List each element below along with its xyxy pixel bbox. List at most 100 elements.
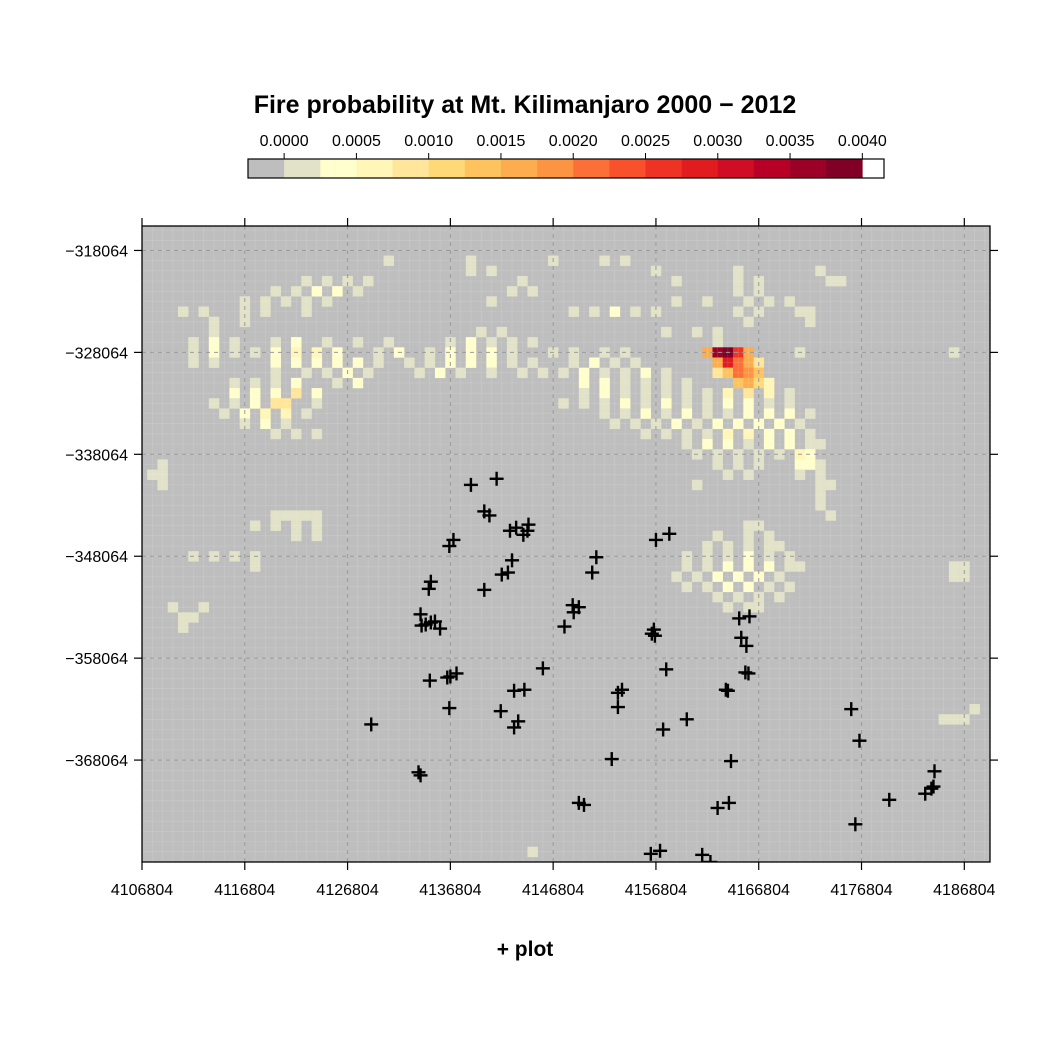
plot-point — [414, 618, 429, 633]
raster-cell — [743, 428, 754, 440]
raster-cell — [568, 357, 580, 368]
x-axis-label: + plot — [497, 938, 554, 961]
plot-point — [364, 717, 379, 732]
color-key-swatch — [356, 159, 393, 178]
raster-cell — [434, 367, 446, 379]
raster-cell — [486, 337, 497, 348]
raster-cell — [774, 591, 785, 603]
color-key-swatch — [609, 159, 646, 178]
raster-cell — [743, 540, 754, 552]
raster-cell — [568, 306, 580, 317]
raster-cell — [280, 418, 292, 430]
raster-cell — [815, 500, 826, 511]
raster-cell — [702, 551, 713, 562]
y-tick-label: −328064 — [65, 345, 128, 362]
raster-cell — [702, 581, 713, 593]
raster-cell — [311, 286, 323, 297]
color-key-tick-label: 0.0000 — [260, 133, 309, 150]
raster-cell — [619, 367, 631, 379]
plot-point — [421, 581, 436, 596]
raster-cell — [362, 367, 374, 379]
color-key-tick-label: 0.0010 — [404, 133, 453, 150]
raster-cell — [599, 347, 610, 358]
plot-point — [422, 673, 437, 688]
color-key-swatch — [681, 159, 719, 178]
raster-cell — [743, 551, 754, 562]
raster-cell — [671, 571, 682, 582]
raster-cell — [260, 296, 271, 307]
plot-point — [615, 682, 630, 697]
raster-cell — [784, 408, 795, 419]
raster-cell — [270, 337, 281, 348]
raster-cell — [815, 469, 826, 480]
x-tick-label: 4176804 — [830, 882, 892, 899]
plot-points — [364, 471, 942, 862]
x-tick-label: 4136804 — [419, 882, 481, 899]
raster-cell — [486, 367, 497, 379]
raster-cell — [691, 479, 703, 491]
raster-cell — [784, 296, 795, 307]
raster-cell — [743, 398, 754, 409]
color-key-swatch — [573, 159, 610, 178]
plot-point — [742, 609, 757, 624]
raster-cell — [270, 510, 281, 521]
raster-cell — [681, 581, 693, 593]
plot-point — [500, 565, 515, 580]
raster-cell — [743, 602, 754, 613]
raster-cell — [661, 367, 672, 379]
raster-cell — [763, 540, 775, 552]
raster-cell — [188, 612, 199, 623]
raster-cell — [722, 561, 734, 572]
raster-cell — [229, 551, 240, 562]
raster-cell — [774, 540, 785, 552]
plot-point — [604, 752, 619, 767]
raster-cell — [753, 377, 765, 389]
raster-cell — [383, 337, 395, 348]
raster-cell — [147, 469, 158, 480]
plot-point — [844, 702, 859, 717]
raster-cell — [671, 418, 682, 430]
raster-cell — [311, 530, 323, 542]
raster-cell — [589, 357, 600, 368]
raster-cell — [722, 408, 734, 419]
raster-cell — [342, 275, 353, 287]
raster-cell — [661, 428, 672, 440]
raster-cell — [702, 388, 713, 399]
raster-cell — [763, 530, 775, 542]
plot-point — [505, 553, 520, 568]
raster-cell — [157, 479, 168, 491]
raster-cell — [280, 398, 292, 409]
raster-cell — [733, 357, 744, 368]
plot-point — [648, 532, 663, 547]
raster-cell — [506, 286, 518, 297]
raster-cell — [270, 398, 281, 409]
raster-cell — [702, 428, 713, 440]
y-tick-label: −318064 — [65, 243, 128, 260]
raster-cell — [445, 337, 456, 348]
plot-point — [739, 638, 754, 653]
raster-cell — [722, 357, 734, 368]
color-key-swatch — [248, 159, 285, 178]
axes: 4106804 4116804 4126804 4136804 4146804 41568… — [65, 218, 998, 899]
raster-cell — [177, 622, 189, 633]
raster-cell — [712, 367, 723, 379]
raster-cell — [722, 398, 734, 409]
raster-cell — [640, 398, 651, 409]
plot-point — [720, 683, 735, 698]
plot-point — [477, 582, 492, 597]
raster-cell — [311, 428, 323, 440]
color-key-swatch — [500, 159, 538, 178]
plot-point — [585, 565, 600, 580]
raster-cell — [804, 408, 816, 419]
plot-point — [521, 517, 536, 532]
plot-point — [679, 712, 694, 727]
raster-cell — [712, 591, 723, 603]
raster-cell — [825, 275, 837, 287]
color-key-swatch — [645, 159, 682, 178]
raster-cell — [208, 357, 220, 368]
raster-cell — [270, 286, 281, 297]
raster-cell — [784, 428, 795, 440]
raster-cell — [948, 347, 960, 358]
plot-point — [662, 526, 677, 541]
raster-cell — [239, 306, 251, 317]
